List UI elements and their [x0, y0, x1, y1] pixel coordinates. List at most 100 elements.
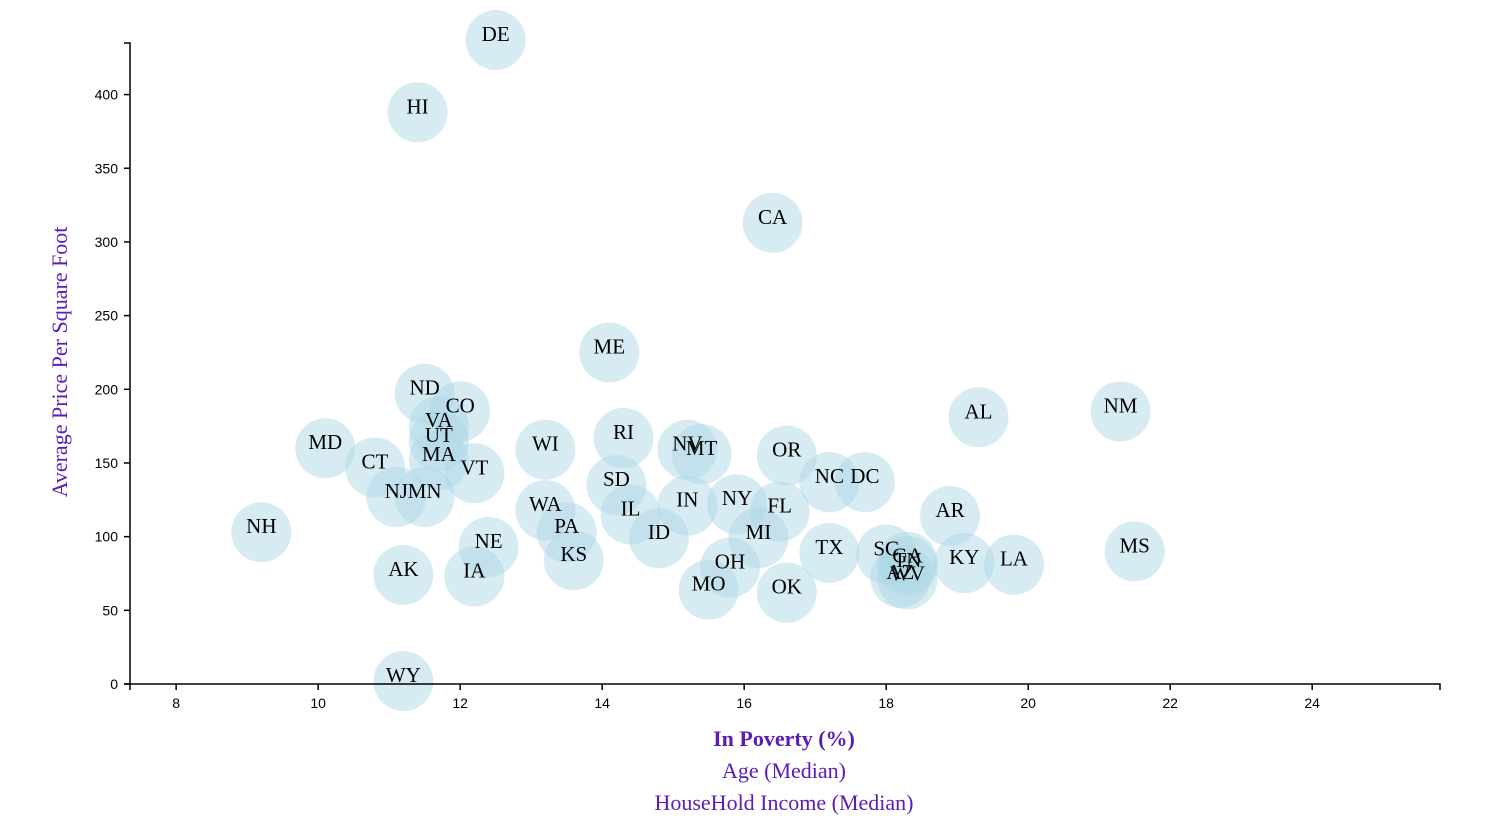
- marker-label-sd: SD: [603, 467, 630, 491]
- marker-label-nj: NJ: [385, 479, 408, 503]
- marker-label-de: DE: [482, 22, 510, 46]
- marker-label-vt: VT: [460, 455, 488, 479]
- y-tick-label: 150: [95, 455, 119, 471]
- marker-de[interactable]: [465, 10, 526, 71]
- marker-label-pa: PA: [554, 514, 580, 538]
- marker-label-wv: WV: [890, 561, 925, 585]
- x-axis-option-0[interactable]: In Poverty (%): [713, 726, 855, 751]
- y-tick-label: 200: [95, 381, 119, 397]
- markers-layer: [231, 10, 1165, 712]
- x-axis-option-1[interactable]: Age (Median): [722, 758, 846, 783]
- marker-ri[interactable]: [593, 407, 654, 468]
- marker-vt[interactable]: [444, 443, 505, 504]
- marker-label-dc: DC: [850, 464, 879, 488]
- marker-label-va: VA: [425, 408, 453, 432]
- marker-al[interactable]: [948, 387, 1009, 448]
- x-tick-label: 18: [878, 695, 894, 711]
- marker-ms[interactable]: [1104, 521, 1165, 582]
- marker-label-co: CO: [446, 393, 475, 417]
- x-tick-label: 10: [310, 695, 326, 711]
- marker-label-mt: MT: [686, 436, 718, 460]
- marker-label-ok: OK: [772, 575, 802, 599]
- marker-label-ms: MS: [1120, 533, 1150, 557]
- marker-ca[interactable]: [742, 192, 803, 253]
- marker-label-az: AZ: [886, 560, 914, 584]
- x-tick-label: 22: [1162, 695, 1178, 711]
- marker-mn[interactable]: [394, 466, 455, 527]
- y-tick-label: 250: [95, 308, 119, 324]
- marker-md[interactable]: [295, 418, 356, 479]
- y-tick-label: 100: [95, 529, 119, 545]
- marker-label-tx: TX: [815, 535, 843, 559]
- marker-label-la: LA: [1000, 547, 1029, 571]
- x-tick-label: 20: [1020, 695, 1036, 711]
- marker-label-nh: NH: [246, 514, 276, 538]
- marker-hi[interactable]: [387, 82, 448, 143]
- marker-label-or: OR: [772, 438, 801, 462]
- marker-ks[interactable]: [543, 530, 604, 591]
- marker-label-sc: SC: [873, 536, 899, 560]
- y-tick-label: 350: [95, 160, 119, 176]
- marker-dc[interactable]: [834, 452, 895, 513]
- marker-ak[interactable]: [373, 544, 434, 605]
- marker-label-nm: NM: [1104, 393, 1138, 417]
- marker-label-ut: UT: [425, 423, 453, 447]
- x-tick-label: 12: [452, 695, 468, 711]
- marker-label-il: IL: [621, 497, 641, 521]
- marker-wy[interactable]: [373, 651, 434, 712]
- y-axis: 0 50 100 150 200 250 300 350 400: [95, 42, 131, 692]
- x-axis-line: [129, 683, 1441, 690]
- y-tick-label: 50: [102, 602, 118, 618]
- marker-label-ak: AK: [388, 557, 418, 581]
- marker-ar[interactable]: [920, 486, 981, 547]
- marker-nm[interactable]: [1090, 381, 1151, 442]
- marker-ok[interactable]: [756, 562, 817, 623]
- marker-label-oh: OH: [715, 550, 745, 574]
- marker-label-wa: WA: [529, 492, 562, 516]
- marker-label-tn: TN: [893, 548, 921, 572]
- marker-label-me: ME: [594, 334, 626, 358]
- marker-label-hi: HI: [406, 94, 428, 118]
- marker-la[interactable]: [983, 534, 1044, 595]
- y-axis-title[interactable]: Average Price Per Square Foot: [47, 227, 72, 498]
- y-axis-line: [124, 42, 131, 685]
- marker-tx[interactable]: [799, 522, 860, 583]
- marker-label-md: MD: [308, 430, 342, 454]
- marker-label-ia: IA: [463, 558, 486, 582]
- marker-mt[interactable]: [671, 424, 732, 485]
- marker-label-ga: GA: [892, 544, 923, 568]
- marker-label-ma: MA: [422, 442, 457, 466]
- marker-label-nd: ND: [409, 376, 439, 400]
- marker-label-ne: NE: [475, 529, 503, 553]
- marker-nh[interactable]: [231, 502, 292, 563]
- marker-wv[interactable]: [877, 549, 938, 610]
- marker-label-nv: NV: [672, 432, 702, 456]
- marker-label-ky: KY: [949, 545, 979, 569]
- marker-label-ct: CT: [362, 449, 389, 473]
- marker-mo[interactable]: [678, 559, 739, 620]
- marker-label-nc: NC: [815, 464, 844, 488]
- marker-label-mn: MN: [408, 479, 442, 503]
- marker-label-ar: AR: [935, 498, 964, 522]
- marker-label-ri: RI: [613, 420, 634, 444]
- x-tick-label: 8: [172, 695, 180, 711]
- x-axis: 8 10 12 14 16 18 20 22 24: [129, 683, 1441, 711]
- x-tick-label: 16: [736, 695, 752, 711]
- y-tick-label: 400: [95, 87, 119, 103]
- marker-wi[interactable]: [515, 419, 576, 480]
- marker-label-ca: CA: [758, 205, 788, 229]
- marker-id[interactable]: [628, 508, 689, 569]
- marker-label-fl: FL: [767, 494, 792, 518]
- marker-me[interactable]: [579, 322, 640, 383]
- marker-ia[interactable]: [444, 546, 505, 607]
- marker-label-wy: WY: [386, 663, 421, 687]
- marker-ky[interactable]: [934, 533, 995, 594]
- marker-label-al: AL: [964, 399, 992, 423]
- marker-label-wi: WI: [532, 432, 559, 456]
- x-axis-option-2[interactable]: HouseHold Income (Median): [654, 790, 913, 815]
- marker-label-ny: NY: [722, 486, 752, 510]
- marker-label-in: IN: [676, 488, 698, 512]
- x-tick-label: 24: [1304, 695, 1320, 711]
